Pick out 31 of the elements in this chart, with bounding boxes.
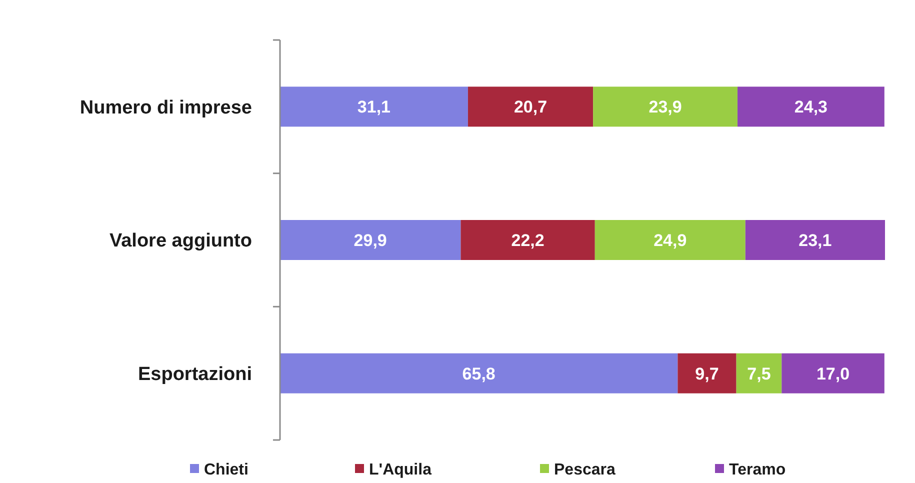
legend-label: Chieti (204, 462, 248, 479)
y-tick-label: Numero di imprese (80, 97, 252, 118)
legend-label: L'Aquila (369, 462, 432, 479)
bar (280, 220, 461, 260)
data-label: 29,9 (354, 230, 387, 250)
data-label: 17,0 (816, 364, 850, 384)
y-tick-label: Esportazioni (138, 364, 252, 385)
y-tick-label: Valore aggiunto (109, 230, 252, 252)
bar (280, 86, 468, 127)
legend-label: Teramo (729, 462, 786, 479)
data-label: 31,1 (357, 98, 391, 117)
data-label: 9,7 (695, 364, 719, 384)
bar (593, 86, 738, 127)
data-label: 65,8 (462, 364, 496, 384)
bar (678, 353, 736, 394)
legend-label: Pescara (554, 462, 616, 479)
data-label: 24,3 (794, 98, 828, 117)
bar (594, 220, 746, 260)
data-label: 7,5 (747, 364, 771, 384)
bar (738, 86, 884, 127)
data-label: 24,9 (654, 230, 687, 250)
bar (468, 86, 594, 127)
data-label: 20,7 (514, 98, 548, 117)
data-label: 23,9 (648, 98, 682, 117)
bar (782, 353, 884, 394)
bar (460, 220, 595, 260)
bar (280, 353, 678, 394)
bar (736, 353, 782, 394)
data-label: 22,2 (511, 230, 544, 250)
bar (745, 220, 885, 260)
data-label: 23,1 (798, 230, 832, 250)
